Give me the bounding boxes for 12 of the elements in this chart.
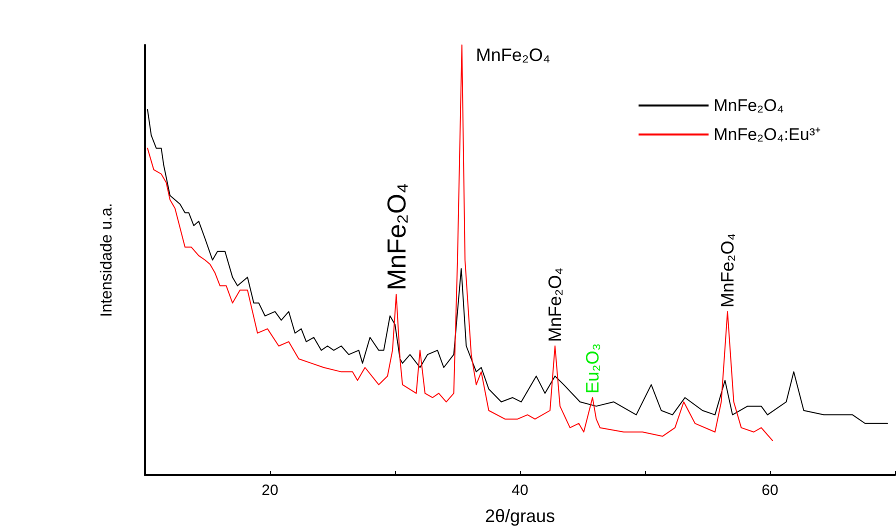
x-tick-label: 60 xyxy=(762,482,778,499)
x-tick-label: 40 xyxy=(512,482,528,499)
annotation: MnFe₂O₄ xyxy=(476,45,550,65)
legend-label: MnFe₂O₄:Eu³⁺ xyxy=(714,125,822,144)
legend-label: MnFe₂O₄ xyxy=(714,96,784,115)
annotation: Eu₂O₃ xyxy=(582,343,602,394)
annotation: MnFe₂O₄ xyxy=(545,268,565,342)
x-tick-label: 20 xyxy=(262,482,278,499)
annotation: MnFe₂O₄ xyxy=(381,183,412,290)
x-axis-title: 2θ/graus xyxy=(484,506,556,526)
y-axis-title: Intensidade u.a. xyxy=(98,203,116,317)
annotation: MnFe₂O₄ xyxy=(718,233,738,308)
